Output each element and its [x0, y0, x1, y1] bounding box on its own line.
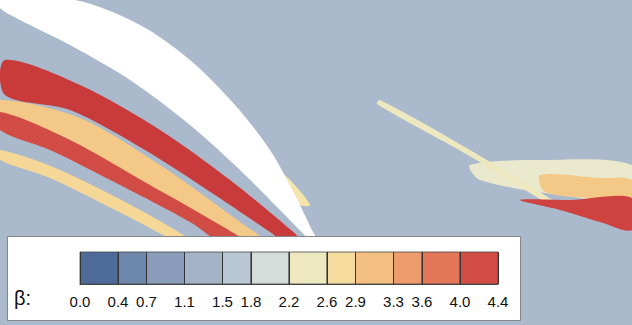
svg-text:4.0: 4.0 [450, 293, 471, 310]
svg-text:2.9: 2.9 [345, 293, 366, 310]
svg-text:2.6: 2.6 [317, 293, 338, 310]
svg-text:0.0: 0.0 [70, 293, 91, 310]
svg-text:4.4: 4.4 [488, 293, 509, 310]
svg-text:1.5: 1.5 [212, 293, 233, 310]
svg-text:1.1: 1.1 [174, 293, 195, 310]
svg-text:1.8: 1.8 [241, 293, 262, 310]
svg-text:0.7: 0.7 [136, 293, 157, 310]
svg-text:β:: β: [14, 287, 31, 309]
svg-text:2.2: 2.2 [279, 293, 300, 310]
svg-text:3.6: 3.6 [412, 293, 433, 310]
svg-text:3.3: 3.3 [383, 293, 404, 310]
svg-text:0.4: 0.4 [108, 293, 129, 310]
